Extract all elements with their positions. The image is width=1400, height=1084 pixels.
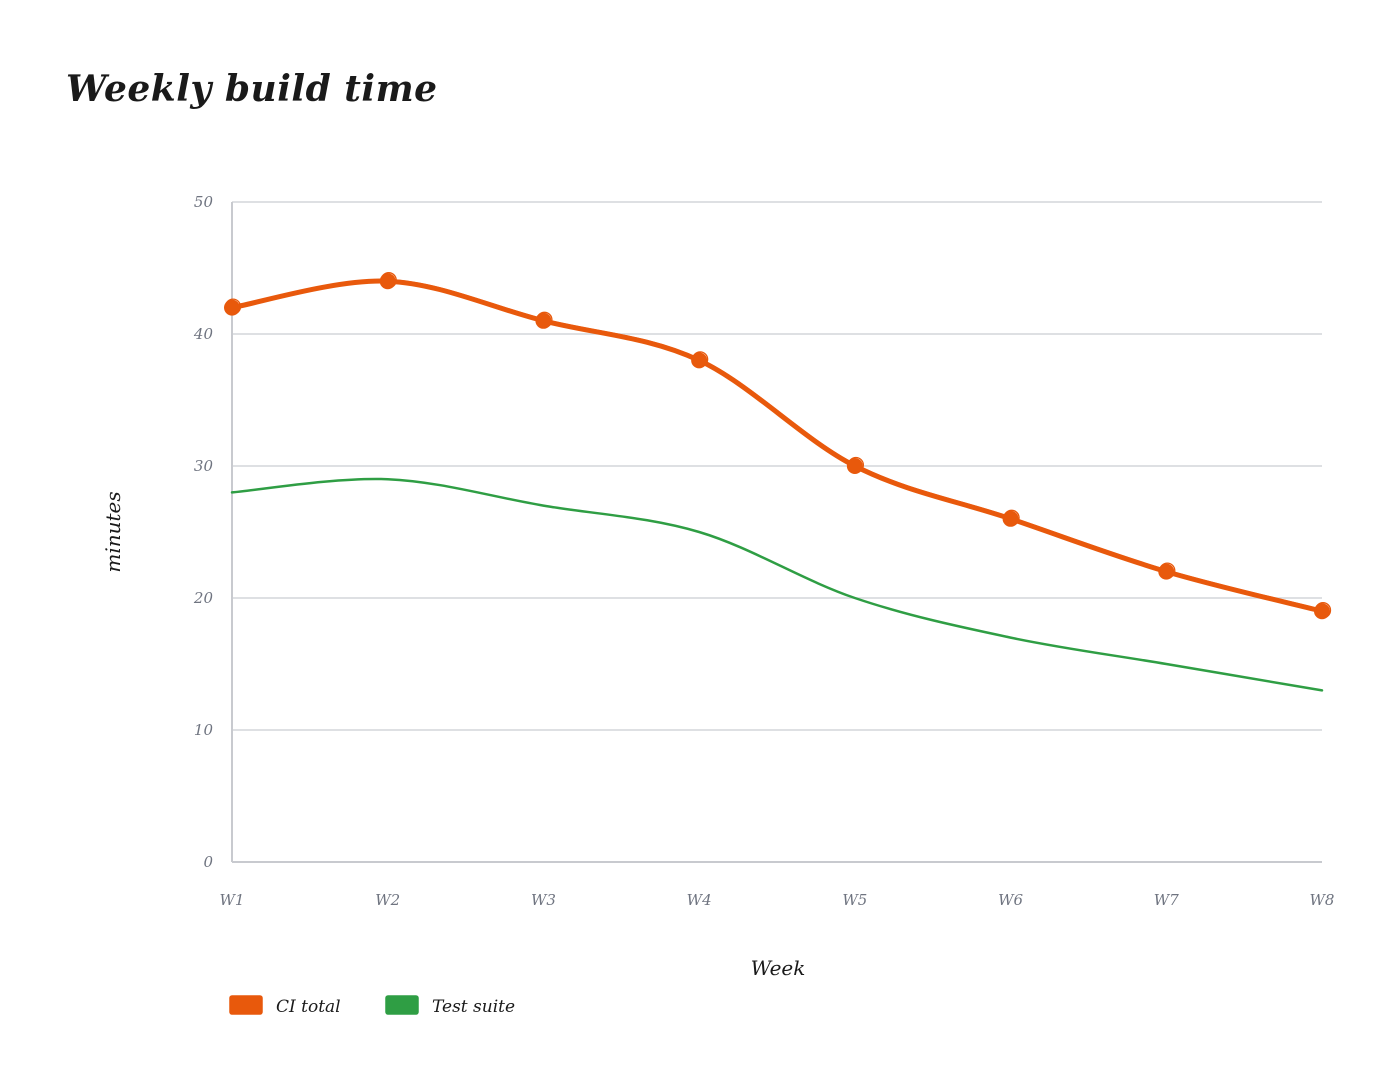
- series-line-sketch-ci-total: [232, 278, 1324, 611]
- x-tick-label: W3: [531, 891, 556, 909]
- data-point-outline: [1314, 602, 1332, 619]
- legend-label: Test suite: [432, 997, 515, 1017]
- x-axis-title: Week: [751, 956, 806, 980]
- legend: CI total Test suite: [229, 995, 515, 1017]
- y-tick-label: 20: [193, 589, 214, 607]
- data-point-outline: [1003, 509, 1020, 526]
- x-tick-label: W2: [375, 891, 400, 909]
- data-point-outline: [224, 298, 242, 315]
- x-tick-label: W1: [220, 891, 245, 909]
- y-tick-label: 0: [203, 853, 213, 871]
- series-line-ci-total: [229, 278, 1325, 614]
- x-tick-label: W7: [1154, 891, 1179, 909]
- series-ci-total: [224, 272, 1332, 620]
- legend-swatch: [229, 995, 263, 1015]
- tick-labels: 0 10 20 30 40 50 W1 W2 W3 W4 W5 W6 W7 W8: [193, 193, 1335, 909]
- data-point-outline: [380, 272, 397, 289]
- data-point-outline: [536, 311, 553, 328]
- data-point-outline: [1159, 562, 1176, 579]
- x-tick-label: W4: [687, 891, 712, 909]
- legend-item-ci-total: CI total: [229, 995, 341, 1017]
- series-line-test-suite: [230, 477, 1324, 692]
- y-tick-label: 50: [194, 193, 214, 211]
- x-tick-label: W6: [998, 891, 1023, 909]
- y-tick-label: 10: [194, 721, 214, 739]
- series-test-suite: [230, 477, 1324, 692]
- y-tick-label: 30: [194, 457, 214, 475]
- legend-swatch: [385, 995, 419, 1015]
- y-tick-label: 40: [193, 325, 214, 343]
- x-tick-label: W5: [842, 891, 867, 909]
- x-tick-label: W8: [1310, 891, 1335, 909]
- axes: [231, 202, 1322, 863]
- legend-item-test-suite: Test suite: [385, 995, 515, 1017]
- grid-lines: [232, 201, 1322, 731]
- series-layer: [224, 272, 1332, 692]
- chart-title: Weekly build time: [66, 68, 438, 110]
- data-point-outline: [847, 456, 865, 474]
- y-axis-title: minutes: [101, 491, 125, 572]
- data-point-outline: [691, 351, 709, 368]
- legend-label: CI total: [276, 997, 341, 1017]
